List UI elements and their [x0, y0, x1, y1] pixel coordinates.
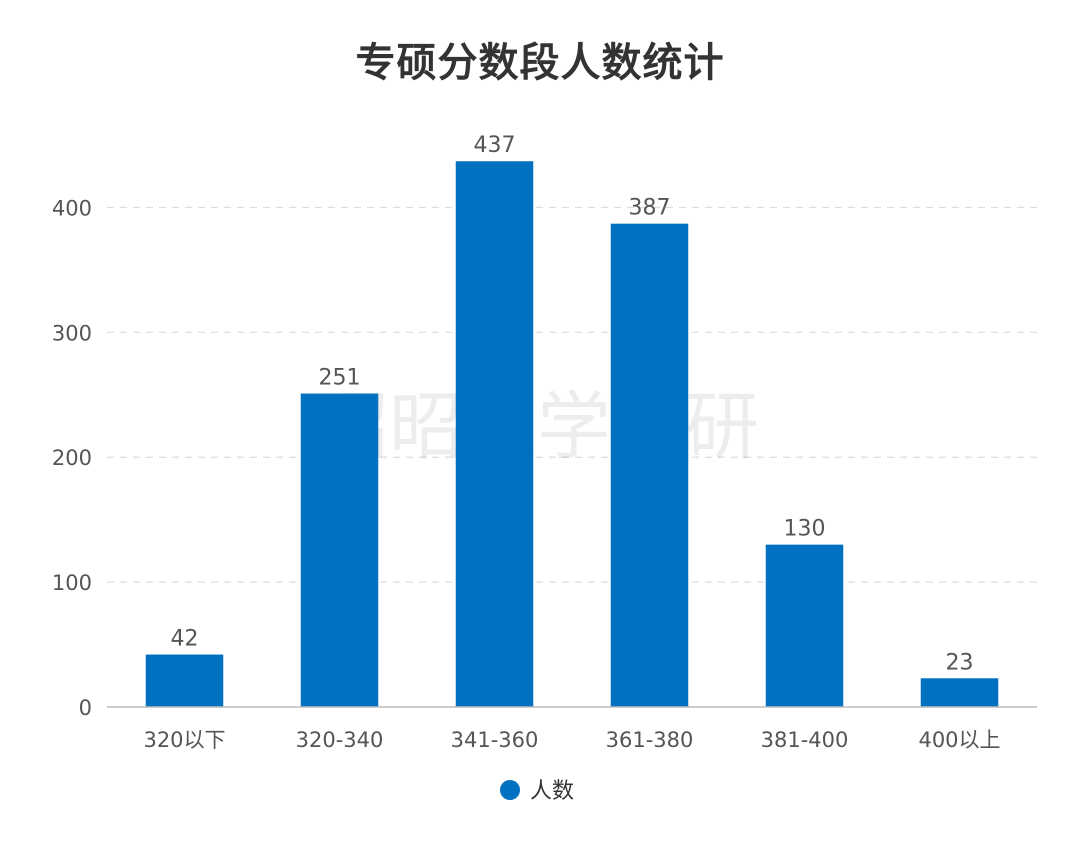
x-tick-label: 320以下: [143, 728, 225, 752]
x-tick-label: 320-340: [296, 728, 384, 752]
bar: [610, 223, 689, 707]
bar: [300, 393, 379, 707]
x-axis-ticks: 320以下 320-340 341-360 361-380 381-400 400以上: [143, 728, 1000, 752]
x-tick-label: 400以上: [918, 728, 1000, 752]
y-axis-ticks: 0 100 200 300 400: [52, 196, 92, 720]
data-label: 251: [319, 366, 361, 391]
legend-marker-icon: [500, 780, 520, 800]
y-tick-label: 200: [52, 446, 92, 470]
bar: [455, 161, 534, 708]
y-tick-label: 300: [52, 321, 92, 345]
bar: [145, 654, 224, 707]
bar: [765, 544, 844, 707]
y-tick-label: 400: [52, 196, 92, 220]
x-tick-label: 361-380: [606, 728, 694, 752]
data-label: 387: [629, 196, 671, 221]
x-tick-label: 341-360: [451, 728, 539, 752]
y-tick-label: 0: [79, 696, 92, 720]
watermark: 昭昭医学考研: [315, 384, 759, 470]
x-tick-label: 381-400: [761, 728, 849, 752]
data-label: 437: [474, 133, 516, 158]
bar: [920, 678, 999, 707]
bars: [145, 161, 999, 708]
data-label: 130: [784, 517, 826, 542]
chart-title: 专硕分数段人数统计: [355, 40, 725, 86]
y-tick-label: 100: [52, 571, 92, 595]
legend-label: 人数: [530, 779, 574, 804]
data-labels: 42 251 437 387 130 23: [171, 133, 974, 675]
data-label: 23: [946, 650, 974, 675]
data-label: 42: [171, 627, 199, 652]
legend[interactable]: 人数: [500, 779, 574, 804]
